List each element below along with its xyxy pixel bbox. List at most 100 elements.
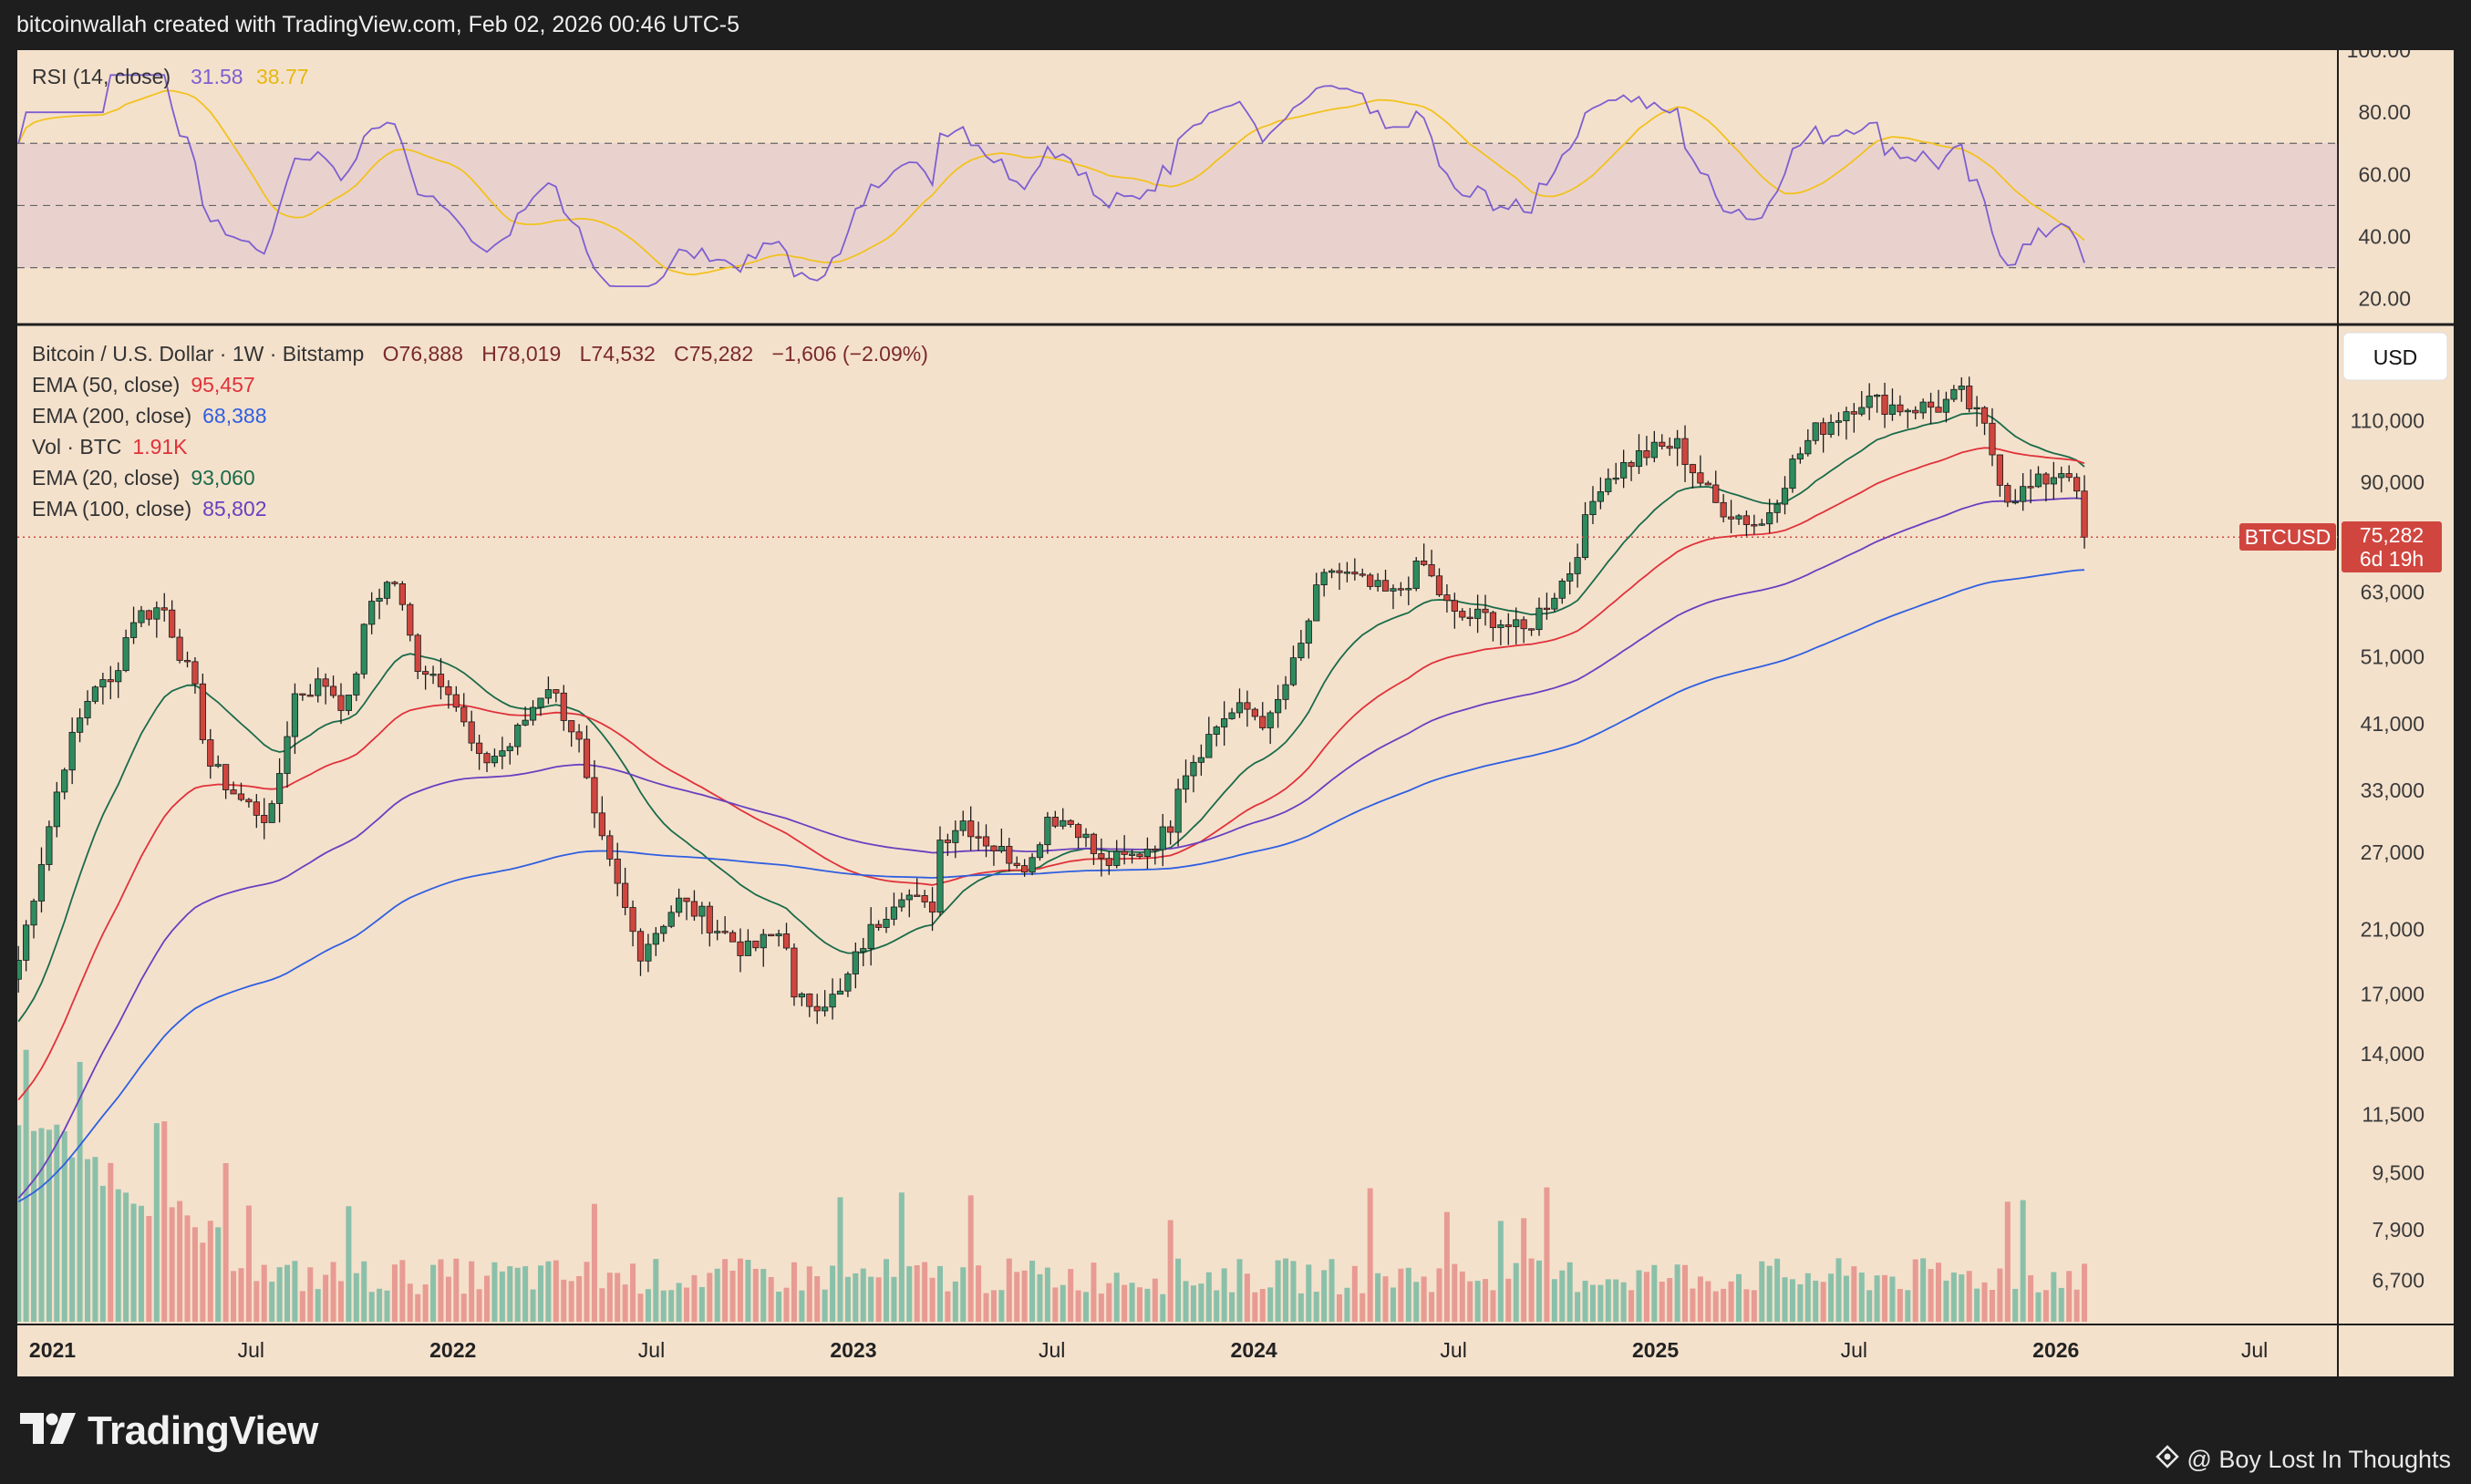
candle[interactable] — [61, 768, 68, 799]
candle[interactable] — [522, 706, 529, 727]
candle[interactable] — [1136, 852, 1143, 860]
candle[interactable] — [2020, 473, 2027, 511]
candle[interactable] — [867, 907, 874, 966]
candle[interactable] — [1558, 578, 1566, 604]
candle[interactable] — [398, 581, 406, 611]
candle[interactable] — [1751, 514, 1758, 535]
candle[interactable] — [1773, 500, 1781, 523]
candle[interactable] — [752, 940, 760, 952]
candle[interactable] — [1635, 434, 1643, 474]
candle[interactable] — [1121, 835, 1128, 865]
candle[interactable] — [46, 820, 53, 871]
candle[interactable] — [1942, 391, 1950, 423]
candle[interactable] — [53, 781, 60, 838]
candle[interactable] — [1643, 436, 1650, 466]
candle[interactable] — [1044, 811, 1051, 854]
candle[interactable] — [207, 728, 214, 779]
candle[interactable] — [537, 697, 544, 716]
candle[interactable] — [1143, 837, 1152, 870]
candle[interactable] — [874, 920, 883, 932]
candle[interactable] — [169, 600, 176, 639]
candle[interactable] — [30, 898, 37, 939]
candle[interactable] — [268, 800, 275, 823]
candle[interactable] — [598, 796, 605, 840]
candle[interactable] — [299, 693, 306, 701]
candle[interactable] — [1159, 813, 1166, 867]
candle[interactable] — [1513, 607, 1520, 644]
candle[interactable] — [91, 685, 99, 705]
candle[interactable] — [237, 782, 245, 802]
candle[interactable] — [553, 688, 560, 703]
candle[interactable] — [1827, 414, 1835, 438]
candle[interactable] — [1367, 572, 1374, 591]
candle[interactable] — [952, 820, 959, 859]
candle[interactable] — [606, 830, 614, 867]
candle[interactable] — [921, 890, 928, 908]
candle[interactable] — [690, 890, 698, 922]
candle[interactable] — [1197, 744, 1204, 776]
candle[interactable] — [291, 683, 299, 755]
candle[interactable] — [1720, 493, 1727, 523]
candle[interactable] — [1082, 828, 1090, 848]
candle[interactable] — [84, 690, 91, 726]
candle[interactable] — [683, 897, 690, 921]
candle[interactable] — [1628, 460, 1635, 481]
candle[interactable] — [1152, 845, 1159, 865]
candle[interactable] — [706, 902, 713, 947]
candle[interactable] — [1275, 685, 1282, 728]
candle[interactable] — [990, 845, 998, 866]
candle[interactable] — [791, 943, 798, 1006]
candle[interactable] — [1666, 437, 1673, 457]
candle[interactable] — [1313, 572, 1320, 622]
candle[interactable] — [76, 708, 84, 743]
candle[interactable] — [1659, 434, 1666, 450]
currency-button[interactable]: USD — [2342, 332, 2448, 381]
candle[interactable] — [1390, 584, 1397, 610]
candle[interactable] — [1996, 454, 2003, 497]
candle[interactable] — [1359, 568, 1366, 578]
candle[interactable] — [1605, 468, 1612, 496]
candle[interactable] — [1397, 582, 1404, 597]
rsi-panel[interactable] — [17, 74, 2338, 287]
candle[interactable] — [1236, 688, 1244, 718]
candle[interactable] — [1343, 562, 1351, 582]
candle[interactable] — [860, 938, 867, 967]
candle[interactable] — [944, 833, 952, 856]
candle[interactable] — [1098, 838, 1105, 877]
candle[interactable] — [345, 695, 352, 716]
candle[interactable] — [1267, 710, 1274, 745]
candle[interactable] — [1927, 392, 1935, 425]
candle[interactable] — [68, 717, 76, 785]
candle[interactable] — [1374, 572, 1381, 592]
candle[interactable] — [967, 806, 975, 851]
candle[interactable] — [183, 651, 191, 668]
candle[interactable] — [1060, 808, 1067, 830]
candle[interactable] — [1298, 630, 1305, 661]
candle[interactable] — [737, 928, 744, 973]
candle[interactable] — [1067, 819, 1074, 828]
candle[interactable] — [1858, 390, 1866, 417]
candle[interactable] — [275, 757, 284, 823]
candle[interactable] — [1535, 597, 1543, 636]
candle[interactable] — [1259, 702, 1267, 731]
candle[interactable] — [898, 892, 905, 912]
candle[interactable] — [852, 943, 859, 989]
candle[interactable] — [2011, 489, 2019, 505]
candle[interactable] — [1674, 429, 1681, 467]
candle[interactable] — [1351, 558, 1359, 581]
candle[interactable] — [529, 700, 537, 726]
candle[interactable] — [568, 720, 575, 747]
candle[interactable] — [115, 662, 122, 698]
candle[interactable] — [1421, 543, 1428, 567]
candle[interactable] — [1712, 470, 1720, 503]
candle[interactable] — [245, 798, 253, 808]
candle[interactable] — [1543, 593, 1551, 620]
candle[interactable] — [959, 810, 967, 837]
candle[interactable] — [222, 764, 230, 799]
candle[interactable] — [1973, 396, 1980, 428]
candle[interactable] — [337, 683, 345, 725]
candle[interactable] — [982, 824, 990, 858]
candle[interactable] — [1051, 810, 1059, 829]
candle[interactable] — [2081, 475, 2088, 549]
candle[interactable] — [145, 609, 152, 626]
